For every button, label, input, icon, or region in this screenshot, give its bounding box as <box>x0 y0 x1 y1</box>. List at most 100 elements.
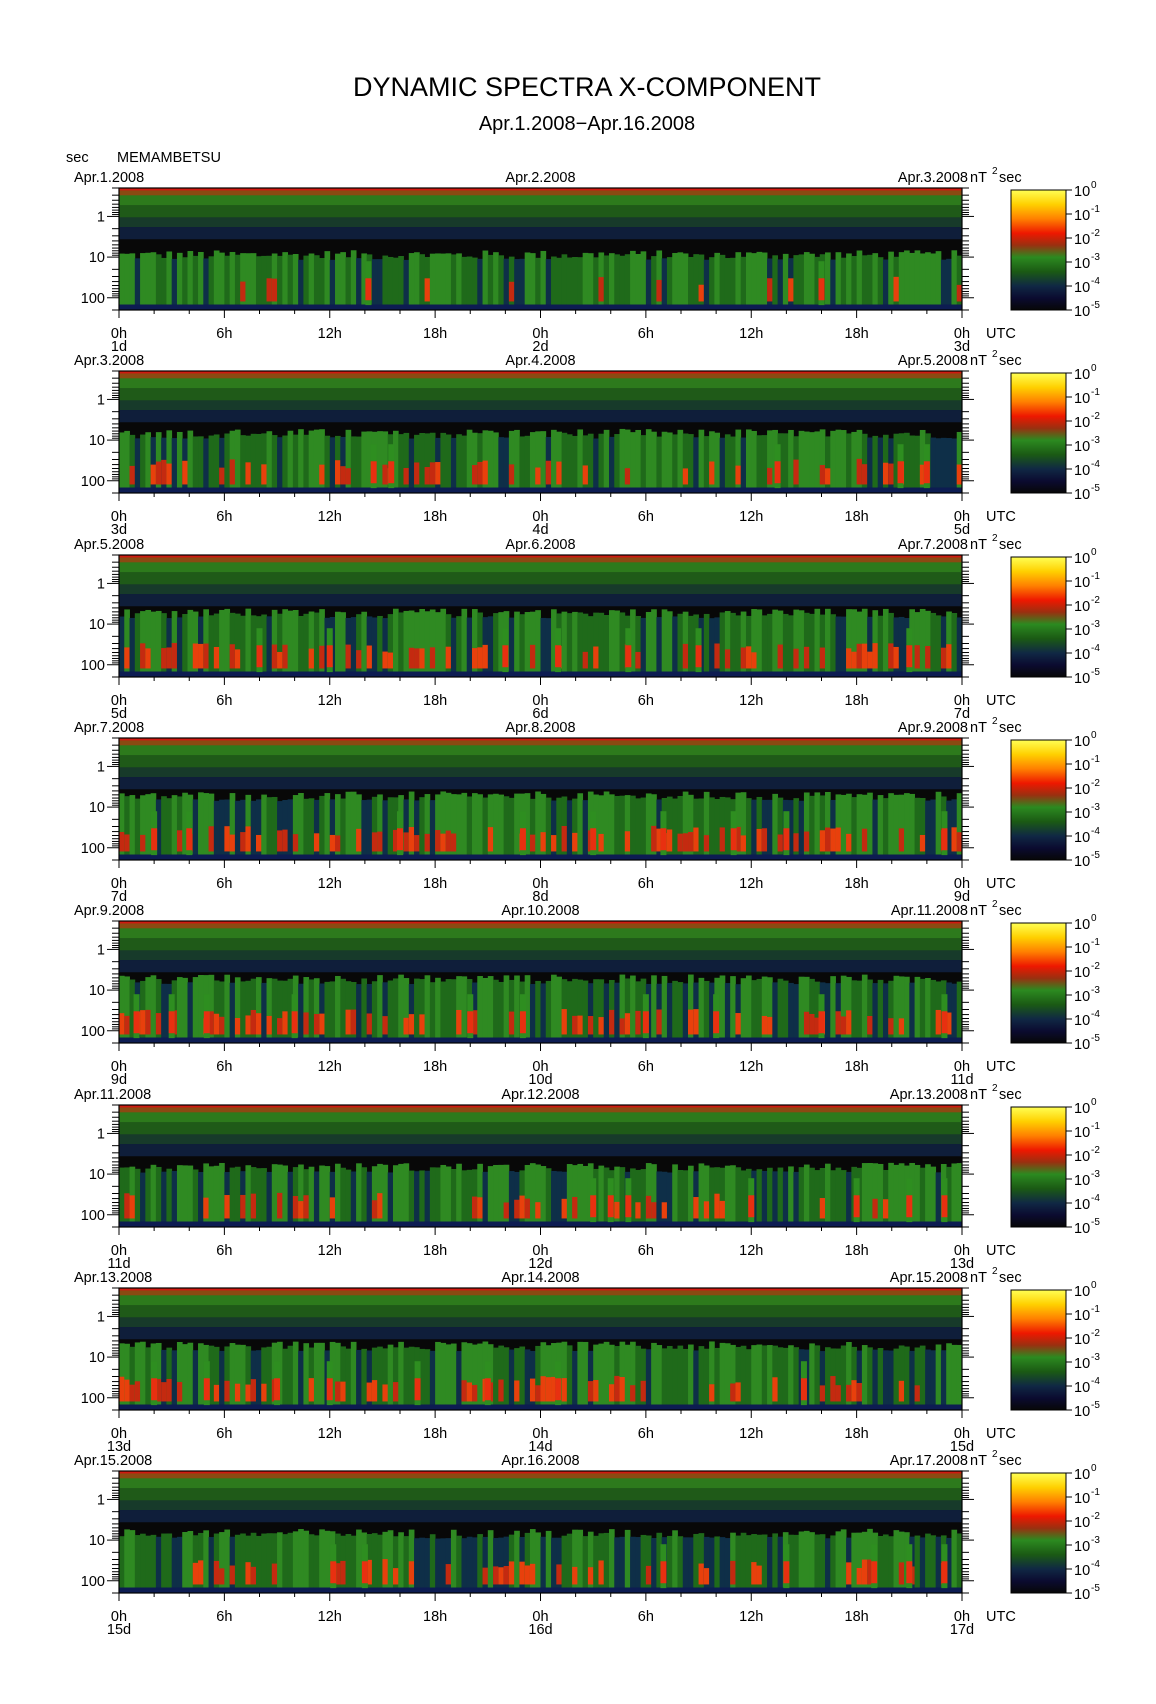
activity-column <box>166 1533 173 1590</box>
activity-column <box>756 978 763 1040</box>
activity-column <box>403 1536 410 1590</box>
activity-column <box>851 256 858 307</box>
activity-column <box>809 1532 815 1590</box>
activity-column <box>308 1347 315 1407</box>
activity-column <box>192 611 199 674</box>
activity-column <box>313 255 320 307</box>
x-tick-label: 12h <box>739 1243 763 1259</box>
activity-hotspot <box>224 826 231 852</box>
activity-hotspot <box>335 1381 341 1402</box>
activity-column <box>587 983 594 1040</box>
activity-hotspot <box>772 1377 778 1402</box>
activity-column <box>124 1343 130 1407</box>
activity-column <box>377 431 383 490</box>
activity-column <box>261 1533 267 1590</box>
activity-column <box>224 1529 231 1590</box>
colorbar-tick-exp: -2 <box>1091 1511 1100 1522</box>
activity-column <box>350 436 357 490</box>
activity-column <box>456 253 462 307</box>
activity-column <box>930 799 937 857</box>
activity-column <box>803 1530 810 1590</box>
activity-column <box>213 434 220 490</box>
burst-core <box>642 1011 649 1034</box>
activity-column <box>835 1167 842 1224</box>
activity-column <box>408 610 415 674</box>
day-label: 9d <box>111 1072 127 1088</box>
activity-column <box>340 252 346 307</box>
activity-column <box>935 1172 942 1224</box>
activity-column <box>435 1538 441 1590</box>
activity-column <box>777 610 784 674</box>
activity-column <box>603 983 610 1040</box>
activity-column <box>213 613 220 674</box>
activity-column <box>898 976 905 1040</box>
activity-column <box>751 253 757 307</box>
day-label: 11d <box>950 1072 973 1088</box>
activity-column <box>566 257 573 307</box>
burst-core <box>365 278 372 301</box>
activity-column <box>134 438 141 490</box>
x-tick-label: 12h <box>318 1426 342 1442</box>
activity-column <box>298 983 304 1040</box>
activity-column <box>867 616 873 674</box>
activity-hotspot <box>382 1016 389 1035</box>
activity-hotspot <box>429 647 436 669</box>
activity-column <box>493 432 499 490</box>
activity-hotspot <box>224 1195 231 1219</box>
activity-column <box>535 1345 541 1407</box>
colorbar <box>1010 739 1067 861</box>
activity-column <box>682 433 689 490</box>
activity-column <box>424 611 431 674</box>
activity-hotspot <box>161 648 167 669</box>
activity-column <box>435 1341 441 1407</box>
activity-hotspot <box>508 1561 515 1585</box>
activity-column <box>951 250 958 307</box>
x-tick-label: 12h <box>739 876 763 892</box>
activity-column <box>440 608 447 674</box>
activity-column <box>940 259 947 307</box>
activity-column <box>129 979 136 1040</box>
activity-column <box>524 1349 531 1407</box>
activity-hotspot <box>925 645 931 669</box>
activity-column <box>493 1538 499 1590</box>
colorbar-tick-exp: -4 <box>1091 1376 1100 1387</box>
x-tick-label: 18h <box>845 326 869 342</box>
day-label: 5d <box>111 706 127 722</box>
activity-hotspot <box>213 646 220 669</box>
activity-column <box>203 438 209 490</box>
activity-hotspot <box>846 1010 852 1035</box>
activity-column <box>946 800 952 857</box>
activity-column <box>361 431 368 490</box>
activity-column <box>830 1170 836 1224</box>
activity-hotspot <box>145 1009 152 1035</box>
spectrogram-band <box>119 371 962 374</box>
activity-column <box>371 1533 378 1590</box>
activity-column <box>724 1343 731 1407</box>
x-tick-label: 0h <box>954 1059 970 1075</box>
activity-hotspot <box>313 1014 320 1035</box>
burst-core <box>853 1195 860 1218</box>
activity-hotspot <box>456 1009 462 1035</box>
colorbar-tick-exp: -5 <box>1091 300 1100 311</box>
activity-hotspot <box>503 1565 510 1585</box>
activity-hotspot <box>350 1009 357 1035</box>
activity-column <box>577 1163 584 1224</box>
activity-column <box>234 977 241 1040</box>
burst-core <box>326 645 333 668</box>
activity-column <box>756 796 763 857</box>
activity-column <box>187 430 194 490</box>
activity-column <box>119 253 125 307</box>
activity-hotspot <box>919 464 926 485</box>
colorbar-unit-exp: 2 <box>992 1266 998 1277</box>
activity-column <box>366 984 373 1040</box>
activity-column <box>382 618 389 674</box>
colorbar-tick-label: 10 <box>1074 830 1090 846</box>
activity-column <box>240 799 246 857</box>
activity-hotspot <box>888 463 894 485</box>
activity-column <box>155 610 162 674</box>
activity-column <box>382 1348 389 1407</box>
activity-hotspot <box>656 279 663 302</box>
activity-column <box>466 1536 473 1590</box>
activity-column <box>840 257 847 307</box>
